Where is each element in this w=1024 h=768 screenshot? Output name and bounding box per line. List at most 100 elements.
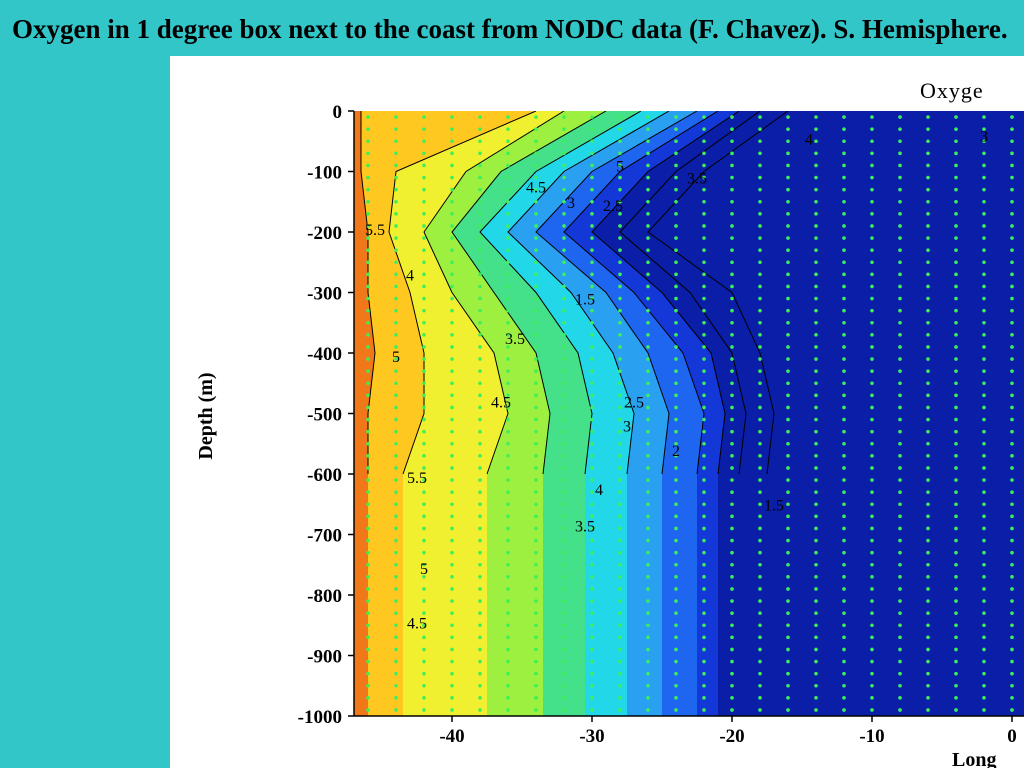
sample-point	[870, 115, 874, 119]
sample-point	[646, 562, 650, 567]
sample-point	[506, 308, 510, 313]
sample-point	[898, 199, 902, 204]
sample-point	[898, 599, 902, 603]
sample-point	[646, 526, 650, 531]
sample-point	[478, 696, 482, 700]
sample-point	[534, 490, 538, 494]
sample-point	[394, 550, 398, 555]
sample-point	[898, 441, 902, 446]
sample-point	[814, 405, 818, 410]
sample-point	[1010, 308, 1014, 313]
sample-point	[394, 526, 398, 531]
sample-point	[870, 345, 874, 349]
sample-point	[898, 550, 902, 555]
sample-point	[786, 635, 790, 640]
sample-point	[786, 659, 790, 664]
sample-point	[982, 708, 986, 712]
sample-point	[702, 236, 706, 240]
sample-point	[618, 272, 622, 277]
sample-point	[674, 163, 678, 168]
sample-point	[898, 357, 902, 361]
sample-point	[870, 441, 874, 446]
sample-point	[786, 381, 790, 386]
sample-point	[590, 647, 594, 652]
sample-point	[450, 696, 454, 700]
sample-point	[870, 357, 874, 361]
sample-point	[786, 187, 790, 192]
sample-point	[758, 393, 762, 398]
sample-point	[982, 151, 986, 156]
sample-point	[870, 708, 874, 712]
sample-point	[366, 575, 370, 579]
sample-point	[814, 550, 818, 555]
sample-point	[702, 611, 706, 615]
contour-label: 5.5	[407, 470, 427, 487]
sample-point	[982, 296, 986, 301]
sample-point	[842, 502, 846, 507]
sample-point	[842, 357, 846, 361]
sample-point	[758, 151, 762, 156]
y-axis-label: Depth (m)	[195, 372, 217, 459]
sample-point	[394, 308, 398, 313]
sample-point	[590, 417, 594, 422]
sample-point	[786, 405, 790, 410]
sample-point	[758, 429, 762, 434]
sample-point	[646, 248, 650, 252]
sample-point	[730, 441, 734, 446]
sample-point	[618, 587, 622, 591]
sample-point	[478, 345, 482, 349]
sample-point	[730, 490, 734, 494]
sample-point	[786, 550, 790, 555]
sample-point	[618, 647, 622, 652]
sample-point	[926, 623, 930, 628]
sample-point	[730, 599, 734, 603]
sample-point	[786, 127, 790, 131]
sample-point	[562, 296, 566, 301]
sample-point	[394, 575, 398, 579]
sample-point	[562, 381, 566, 386]
sample-point	[1010, 236, 1014, 240]
sample-point	[506, 490, 510, 494]
sample-point	[1010, 139, 1014, 144]
sample-point	[674, 671, 678, 676]
sample-point	[534, 575, 538, 579]
sample-point	[842, 611, 846, 615]
sample-point	[590, 441, 594, 446]
sample-point	[506, 623, 510, 628]
sample-point	[394, 441, 398, 446]
sample-point	[534, 212, 538, 216]
sample-point	[590, 284, 594, 289]
sample-point	[422, 381, 426, 386]
sample-point	[898, 284, 902, 289]
sample-point	[422, 441, 426, 446]
sample-point	[702, 417, 706, 422]
sample-point	[982, 490, 986, 494]
sample-point	[814, 260, 818, 265]
sample-point	[562, 659, 566, 664]
sample-point	[786, 345, 790, 349]
sample-point	[618, 611, 622, 615]
sample-point	[898, 538, 902, 543]
sample-point	[758, 260, 762, 265]
sample-point	[478, 175, 482, 180]
sample-point	[506, 393, 510, 398]
sample-point	[730, 115, 734, 119]
y-tick-label: -600	[307, 465, 342, 486]
sample-point	[450, 502, 454, 507]
sample-point	[758, 441, 762, 446]
sample-point	[758, 454, 762, 458]
sample-point	[422, 526, 426, 531]
sample-point	[534, 405, 538, 410]
x-tick-label: -30	[579, 726, 604, 747]
sample-point	[758, 708, 762, 712]
sample-point	[422, 514, 426, 519]
sample-point	[478, 599, 482, 603]
sample-point	[1010, 526, 1014, 531]
sample-point	[786, 393, 790, 398]
sample-point	[842, 454, 846, 458]
sample-point	[478, 115, 482, 119]
sample-point	[1010, 320, 1014, 325]
sample-point	[450, 163, 454, 168]
sample-point	[898, 381, 902, 386]
sample-point	[758, 490, 762, 494]
